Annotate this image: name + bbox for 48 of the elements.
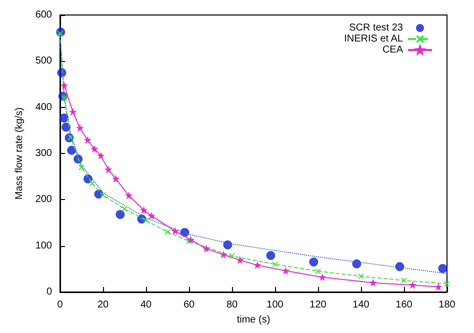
point xyxy=(309,257,318,266)
x-tick-label: 100 xyxy=(266,300,284,310)
point xyxy=(89,180,96,187)
point xyxy=(57,30,63,36)
point xyxy=(116,210,125,219)
x-tick-label: 160 xyxy=(396,300,413,310)
point xyxy=(67,146,76,155)
point xyxy=(164,228,170,235)
x-axis-title: time (s) xyxy=(236,314,270,326)
y-tick-label: 100 xyxy=(35,240,52,252)
point xyxy=(60,113,69,122)
x-tick-label: 140 xyxy=(352,300,370,310)
legend-label: SCR test 23 xyxy=(349,22,404,34)
legend-label: INERIS et AL xyxy=(344,34,404,44)
x-tick-label: 120 xyxy=(310,300,327,310)
point xyxy=(61,95,68,102)
x-tick-label: 80 xyxy=(226,300,238,310)
x-tick-label: 20 xyxy=(97,300,109,310)
y-tick-label: 500 xyxy=(35,56,52,67)
point xyxy=(352,259,362,268)
point xyxy=(315,268,321,274)
y-tick-label: 200 xyxy=(35,194,52,206)
point xyxy=(143,217,149,224)
point xyxy=(62,122,71,132)
x-tick-label: 180 xyxy=(438,300,456,310)
point xyxy=(272,261,278,268)
point xyxy=(358,273,364,280)
point xyxy=(68,134,74,140)
point xyxy=(229,252,235,259)
y-tick-label: 0 xyxy=(46,286,52,298)
x-tick-label: 60 xyxy=(183,300,195,310)
x-tick-label: 0 xyxy=(57,300,64,310)
point xyxy=(444,280,450,287)
point xyxy=(186,238,192,244)
point xyxy=(78,164,84,170)
y-axis-title: Mass flow rate (kg/s) xyxy=(14,107,25,200)
y-tick-label: 600 xyxy=(35,10,52,20)
legend-label: CEA xyxy=(382,44,404,56)
y-tick-label: 400 xyxy=(35,102,52,113)
point xyxy=(401,277,407,284)
point xyxy=(223,240,232,250)
point xyxy=(395,262,404,272)
point xyxy=(122,206,128,212)
x-tick-label: 40 xyxy=(140,300,152,310)
point xyxy=(438,264,448,273)
y-tick-label: 300 xyxy=(35,148,52,159)
point xyxy=(100,192,106,198)
point xyxy=(266,251,276,260)
